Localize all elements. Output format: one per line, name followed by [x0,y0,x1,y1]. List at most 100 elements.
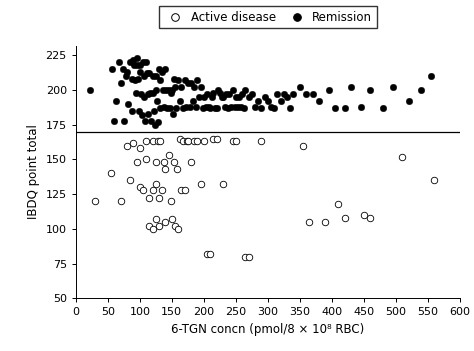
Remission [159,87,167,93]
Remission [238,91,246,97]
Remission [156,78,164,83]
Remission [235,94,243,100]
Remission [182,104,190,110]
Remission [357,104,365,110]
Y-axis label: IBDQ point total: IBDQ point total [27,125,40,219]
Remission [174,78,182,83]
Active disease [178,187,185,193]
Remission [427,73,435,79]
Active disease [366,215,374,221]
Remission [229,87,237,93]
Active disease [117,198,124,204]
Remission [129,57,137,62]
Active disease [360,212,367,218]
Remission [379,105,387,111]
Remission [127,59,134,65]
Remission [302,91,310,97]
Remission [228,104,235,110]
Remission [216,90,224,96]
Active disease [91,198,99,204]
Remission [255,98,262,104]
Remission [146,71,153,76]
Remission [389,85,396,90]
Remission [210,90,217,96]
Remission [143,71,151,76]
Active disease [133,159,140,165]
Remission [167,90,174,96]
Active disease [158,187,166,193]
Remission [218,94,226,100]
Active disease [334,201,342,207]
Remission [153,98,161,104]
Active disease [136,185,144,190]
Active disease [123,143,131,148]
Remission [152,73,160,79]
Remission [135,108,142,114]
Remission [205,104,213,110]
Remission [224,105,232,111]
Active disease [229,139,237,144]
Active disease [398,154,406,159]
Remission [139,59,147,65]
Remission [155,66,163,72]
Remission [160,104,168,110]
Remission [219,94,227,100]
Remission [112,98,120,104]
Active disease [167,198,174,204]
Active disease [213,136,220,141]
Active disease [173,166,181,172]
X-axis label: 6-TGN concn (pmol/8 × 10⁸ RBC): 6-TGN concn (pmol/8 × 10⁸ RBC) [171,323,365,336]
Remission [168,87,175,93]
Remission [153,87,160,93]
Active disease [206,251,214,257]
Active disease [129,140,137,146]
Remission [138,112,146,118]
Remission [162,66,169,72]
Active disease [149,187,156,193]
Active disease [181,187,188,193]
Remission [273,91,281,97]
Remission [181,78,188,83]
Remission [170,76,178,82]
Remission [221,104,229,110]
Remission [193,78,201,83]
Remission [257,105,265,111]
Active disease [152,159,160,165]
Active disease [107,171,115,176]
Active disease [197,182,204,187]
Remission [125,101,132,107]
Remission [144,91,151,97]
Active disease [146,196,153,201]
Remission [366,87,374,93]
Active disease [210,136,217,141]
Active disease [152,217,160,222]
Active disease [341,215,348,221]
Remission [171,85,179,90]
Remission [261,94,268,100]
Remission [211,105,219,111]
Remission [140,73,147,79]
Remission [296,85,303,90]
Remission [136,62,144,68]
Remission [147,118,155,124]
Remission [165,87,173,93]
Remission [149,90,157,96]
Remission [245,94,252,100]
Remission [189,98,197,104]
Remission [187,80,195,86]
Remission [331,105,339,111]
Remission [123,69,131,75]
Remission [325,87,332,93]
Remission [405,98,412,104]
Active disease [174,226,182,232]
Active disease [127,178,134,183]
Active disease [200,139,208,144]
Active disease [203,251,211,257]
Remission [162,87,170,93]
Remission [149,73,156,79]
Remission [234,104,242,110]
Remission [197,85,204,90]
Remission [86,87,94,93]
Active disease [193,139,201,144]
Remission [132,90,140,96]
